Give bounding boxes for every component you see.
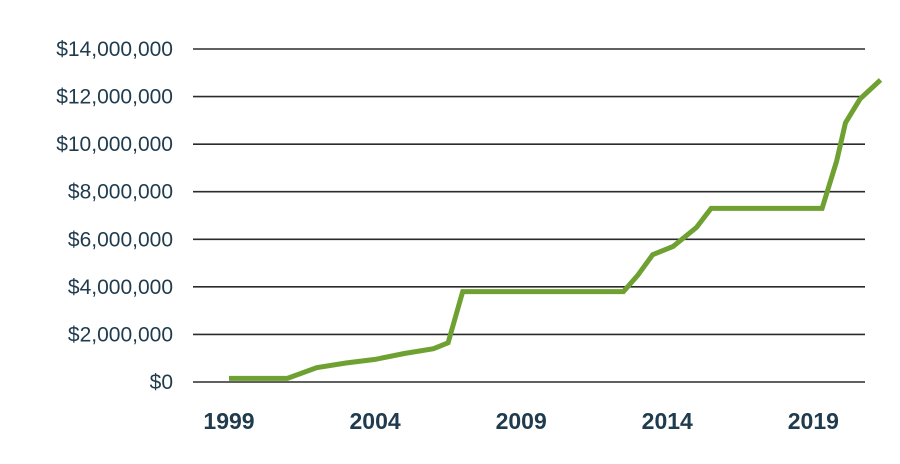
x-tick-label: 2014 bbox=[642, 408, 693, 434]
x-axis-tick-labels: 1999 2004 2009 2014 2019 bbox=[203, 408, 839, 434]
y-tick-label: $14,000,000 bbox=[56, 38, 173, 61]
y-tick-label: $12,000,000 bbox=[56, 86, 173, 109]
y-axis-tick-labels: $0 $2,000,000 $4,000,000 $6,000,000 $8,000,0… bbox=[56, 38, 173, 394]
y-tick-label: $4,000,000 bbox=[68, 276, 173, 299]
y-tick-label: $2,000,000 bbox=[68, 323, 173, 346]
series-layer bbox=[228, 78, 883, 381]
x-tick-label: 1999 bbox=[203, 408, 254, 434]
x-tick-label: 2004 bbox=[350, 408, 401, 434]
gridlines bbox=[193, 48, 865, 383]
series-line bbox=[229, 78, 883, 381]
y-tick-label: $6,000,000 bbox=[68, 228, 173, 251]
x-tick-label: 2009 bbox=[496, 408, 547, 434]
x-tick-label: 2019 bbox=[788, 408, 839, 434]
y-tick-label: $10,000,000 bbox=[56, 133, 173, 156]
y-tick-label: $8,000,000 bbox=[68, 181, 173, 204]
y-tick-label: $0 bbox=[150, 371, 173, 394]
